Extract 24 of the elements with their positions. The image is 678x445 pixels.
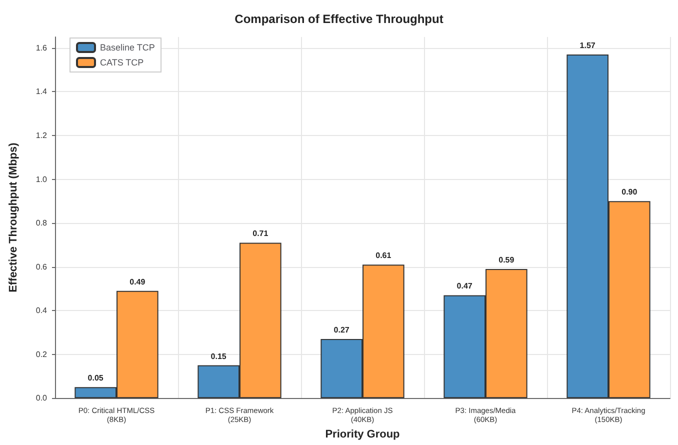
legend-label: Baseline TCP (100, 42, 155, 52)
y-tick-label: 1.6 (36, 43, 48, 52)
data-label: 0.59 (498, 255, 515, 264)
x-axis-title: Priority Group (325, 428, 400, 440)
y-tick-label: 1.4 (36, 87, 48, 96)
legend-label: CATS TCP (100, 58, 144, 68)
y-tick-label: 0.8 (36, 218, 48, 228)
data-label: 0.61 (376, 251, 392, 260)
y-tick-label: 0.2 (36, 350, 48, 359)
data-label: 0.05 (88, 374, 104, 383)
y-tick-label: 0.0 (36, 394, 48, 403)
y-tick-label: 1.0 (36, 174, 48, 184)
y-tick-label: 1.2 (36, 130, 48, 140)
y-tick-label: 0.6 (36, 262, 48, 272)
data-label: 0.27 (334, 326, 350, 335)
data-label: 0.90 (622, 188, 638, 197)
chart-title: Comparison of Effective Throughput (234, 12, 444, 26)
data-label: 0.71 (252, 229, 269, 238)
y-tick-label: 0.4 (36, 306, 48, 316)
data-label: 0.47 (456, 282, 473, 291)
data-label: 0.15 (210, 352, 227, 361)
y-axis-title: Effective Throughput (Mbps) (8, 142, 20, 292)
data-label: 1.57 (580, 41, 596, 50)
data-label: 0.49 (130, 277, 146, 286)
